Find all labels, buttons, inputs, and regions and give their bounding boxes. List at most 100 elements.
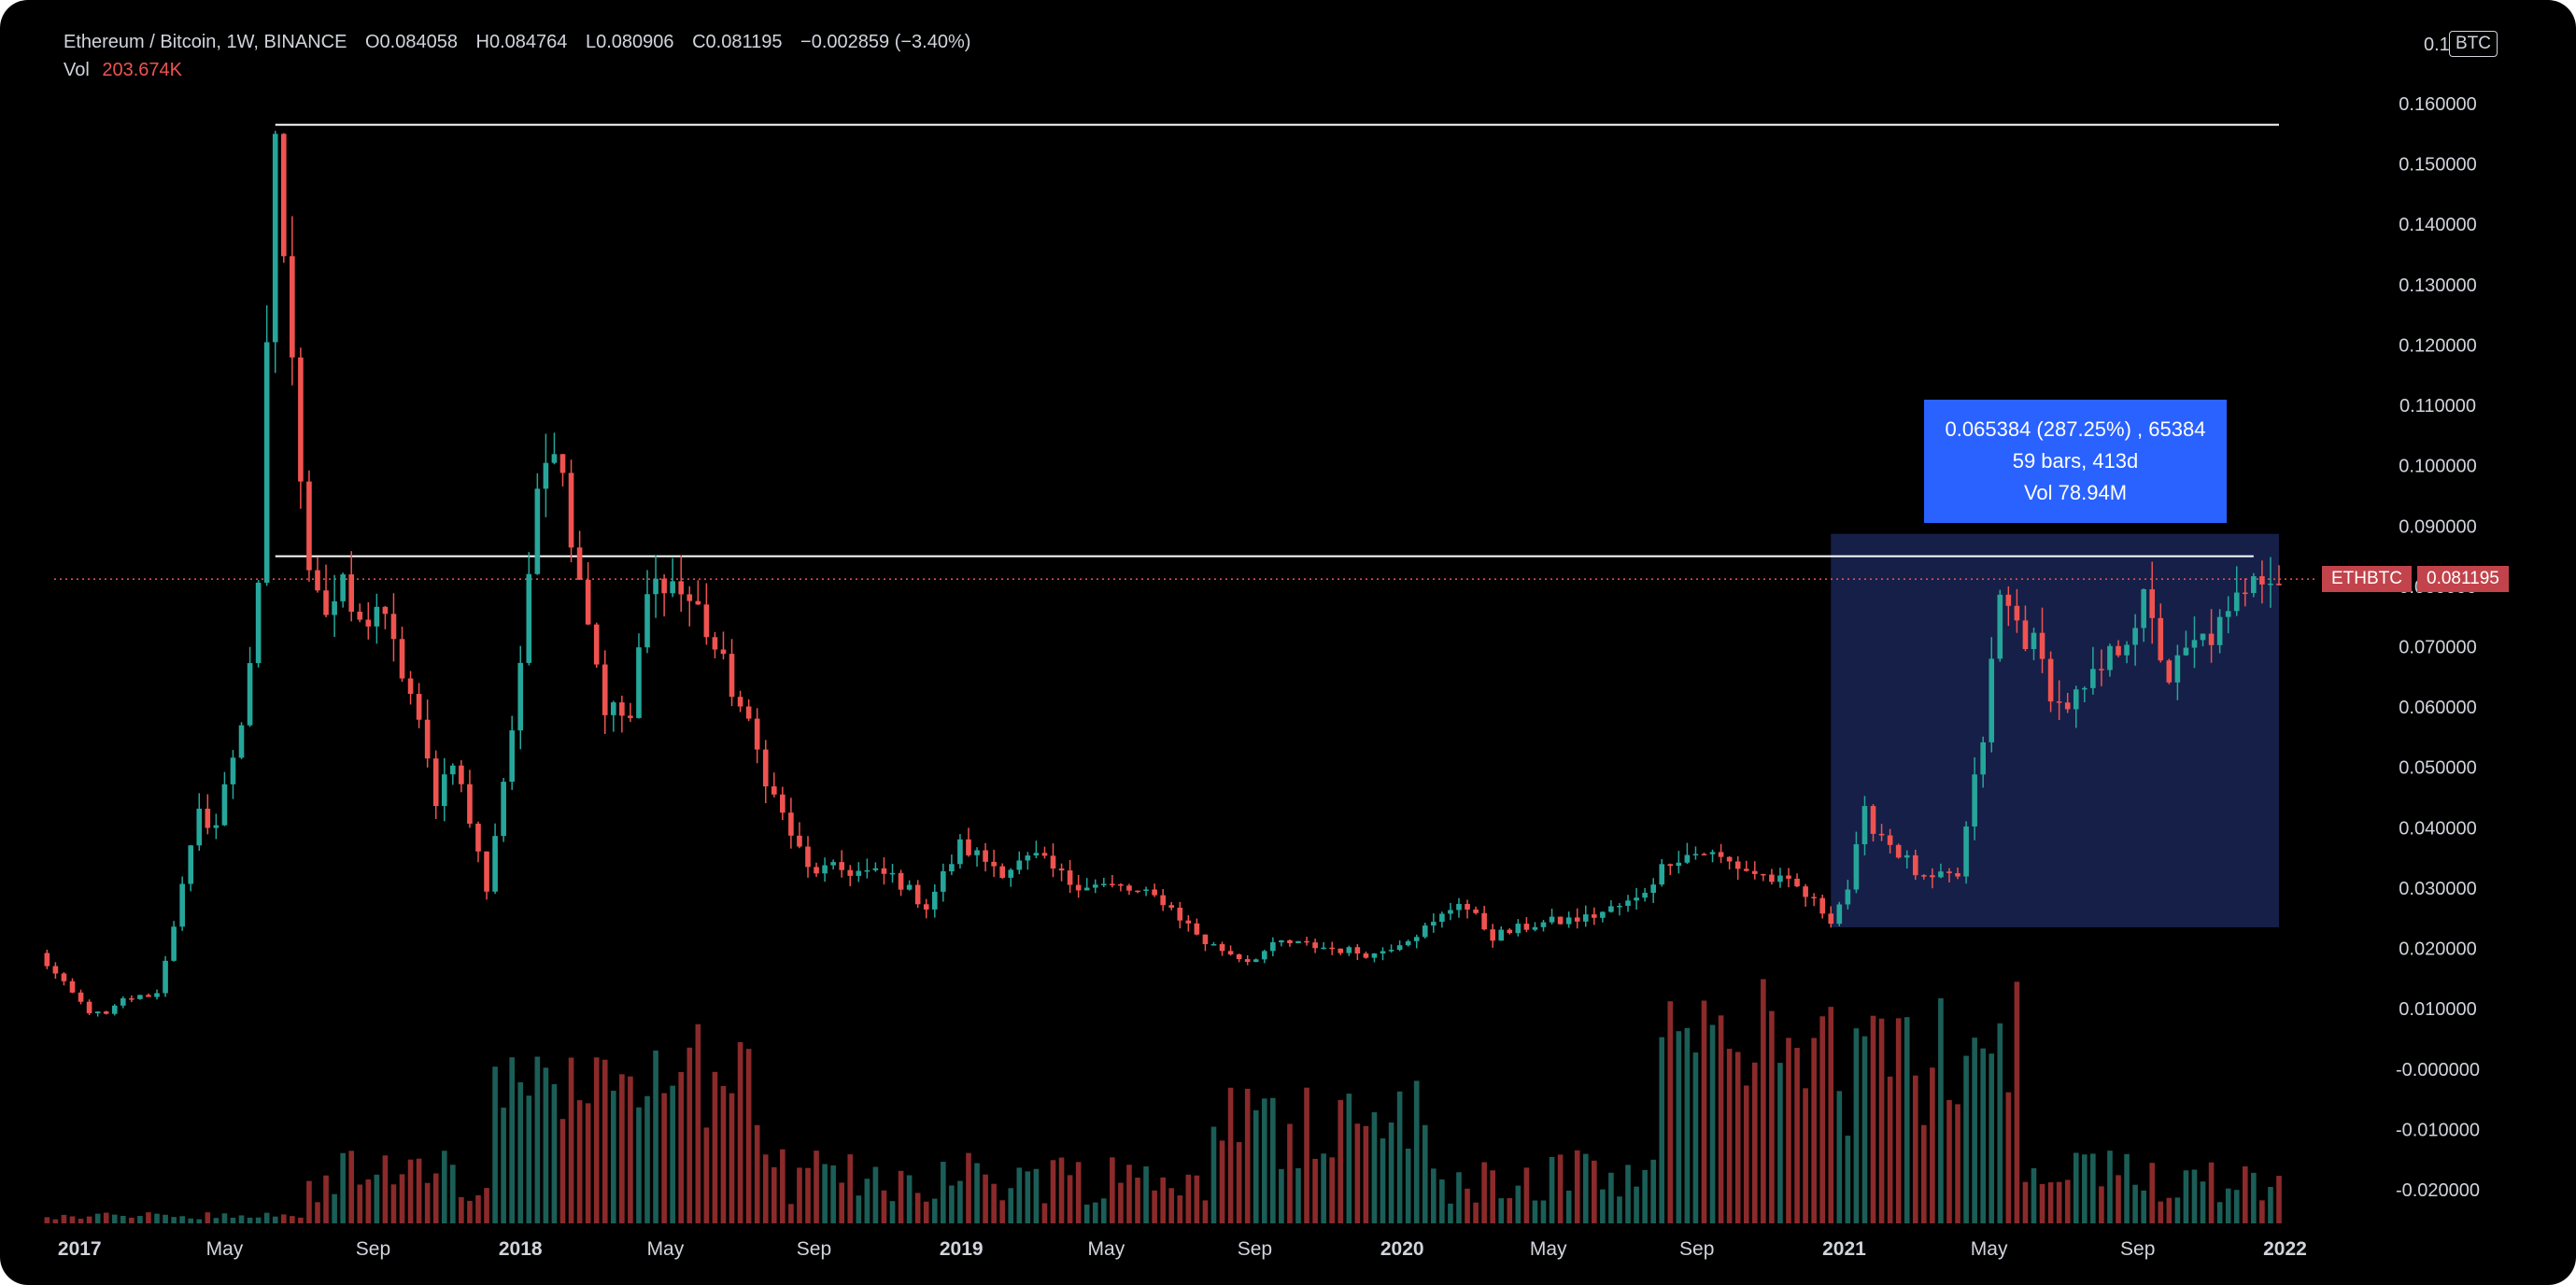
volume-bar bbox=[2242, 1165, 2248, 1223]
candle-body bbox=[2225, 611, 2231, 617]
candle-body bbox=[1371, 953, 1378, 958]
candle-body bbox=[1439, 913, 1445, 923]
candle-body bbox=[467, 784, 473, 825]
candle-body bbox=[780, 794, 786, 813]
candle-body bbox=[1338, 948, 1344, 953]
candle-body bbox=[1210, 944, 1217, 946]
volume-bar bbox=[509, 1057, 515, 1223]
volume-bar bbox=[686, 1047, 693, 1223]
volume-bar bbox=[2107, 1151, 2113, 1223]
volume-bars-layer bbox=[44, 979, 2282, 1223]
volume-bar bbox=[914, 1193, 921, 1223]
candle-body bbox=[1904, 854, 1910, 858]
candle-body bbox=[1878, 833, 1885, 836]
candle-body bbox=[509, 730, 515, 783]
candle-body bbox=[1092, 884, 1098, 888]
volume-bar bbox=[644, 1095, 650, 1223]
volume-bar bbox=[1135, 1178, 1140, 1223]
y-tick-label: 0.100000 bbox=[2399, 457, 2476, 477]
candle-body bbox=[1101, 883, 1107, 885]
candle-body bbox=[814, 867, 819, 874]
volume-bar bbox=[484, 1188, 489, 1223]
candle-body bbox=[196, 808, 203, 846]
candle-body bbox=[1972, 774, 1977, 827]
candle-body bbox=[856, 870, 862, 876]
y-tick-label: 0.160000 bbox=[2399, 94, 2476, 115]
candle-body bbox=[1270, 942, 1276, 952]
candle-body bbox=[1168, 905, 1175, 908]
volume-bar bbox=[585, 1103, 591, 1223]
candle-body bbox=[1261, 951, 1267, 960]
volume-bar bbox=[1413, 1080, 1420, 1223]
candle-body bbox=[914, 884, 921, 905]
volume-bar bbox=[1439, 1179, 1445, 1223]
x-tick-label: 2021 bbox=[1822, 1238, 1866, 1260]
candle-body bbox=[1152, 889, 1157, 896]
volume-bar bbox=[695, 1024, 701, 1223]
candle-body bbox=[154, 993, 160, 997]
volume-bar bbox=[2174, 1197, 2181, 1223]
legend-close: C0.081195 bbox=[692, 32, 783, 52]
y-axis-layer: 0.160000 0.150000 0.140000 0.130000 0.120000… bbox=[2396, 35, 2480, 1201]
volume-bar bbox=[2208, 1162, 2215, 1223]
candle-body bbox=[137, 995, 143, 999]
candle-body bbox=[1895, 844, 1902, 858]
volume-bar bbox=[2225, 1188, 2231, 1223]
candle-body bbox=[2158, 617, 2164, 661]
candle-body bbox=[2005, 594, 2012, 606]
volume-bar bbox=[2073, 1152, 2079, 1223]
volume-bar bbox=[205, 1212, 211, 1223]
volume-bar bbox=[1565, 1190, 1572, 1223]
candle-body bbox=[517, 662, 524, 731]
candle-body bbox=[1930, 875, 1935, 878]
volume-bar bbox=[1481, 1162, 1487, 1223]
candle-body bbox=[720, 649, 727, 655]
volume-bar bbox=[1819, 1016, 1826, 1223]
volume-bar bbox=[1574, 1150, 1580, 1223]
volume-bar bbox=[2014, 981, 2020, 1223]
candle-body bbox=[1734, 861, 1741, 869]
candle-body bbox=[247, 663, 253, 726]
volume-bar bbox=[1261, 1098, 1267, 1223]
candle-body bbox=[1295, 940, 1301, 943]
candle-body bbox=[1431, 922, 1437, 926]
volume-bar bbox=[111, 1214, 118, 1223]
volume-bar bbox=[1734, 1052, 1741, 1223]
candle-body bbox=[1185, 920, 1192, 924]
volume-bar bbox=[1371, 1112, 1378, 1223]
candle-body bbox=[1025, 855, 1031, 861]
candle-body bbox=[1836, 904, 1843, 925]
volume-bar bbox=[1210, 1126, 1217, 1223]
y-tick-label: 0.040000 bbox=[2399, 818, 2476, 839]
volume-bar bbox=[1507, 1198, 1513, 1223]
volume-bar bbox=[290, 1216, 295, 1223]
candle-body bbox=[416, 694, 422, 720]
candle-body bbox=[298, 357, 304, 482]
candle-body bbox=[1279, 939, 1284, 943]
volume-bar bbox=[762, 1154, 769, 1223]
candle-body bbox=[670, 581, 675, 594]
volume-bar bbox=[628, 1076, 633, 1223]
candle-body bbox=[949, 864, 955, 871]
volume-bar bbox=[830, 1165, 836, 1223]
x-tick-label: Sep bbox=[356, 1238, 390, 1260]
volume-bar bbox=[1608, 1172, 1614, 1223]
candle-body bbox=[1600, 911, 1606, 918]
y-tick-label: 0.090000 bbox=[2399, 516, 2476, 537]
volume-bar bbox=[1523, 1167, 1530, 1223]
candle-body bbox=[1532, 926, 1538, 930]
candle-body bbox=[543, 462, 549, 489]
volume-bar bbox=[1861, 1036, 1868, 1223]
volume-bar bbox=[1050, 1160, 1056, 1223]
currency-badge[interactable]: BTC bbox=[2449, 31, 2498, 57]
volume-bar bbox=[501, 1108, 506, 1223]
candle-body bbox=[1507, 929, 1513, 934]
last-price-tag: ETHBTC 0.081195 bbox=[2322, 566, 2509, 592]
volume-bar bbox=[856, 1195, 862, 1223]
candle-body bbox=[1448, 910, 1453, 914]
candle-body bbox=[1777, 875, 1783, 883]
volume-bar bbox=[1963, 1055, 1969, 1223]
x-tick-label: Sep bbox=[797, 1238, 831, 1260]
volume-bar bbox=[754, 1124, 760, 1223]
